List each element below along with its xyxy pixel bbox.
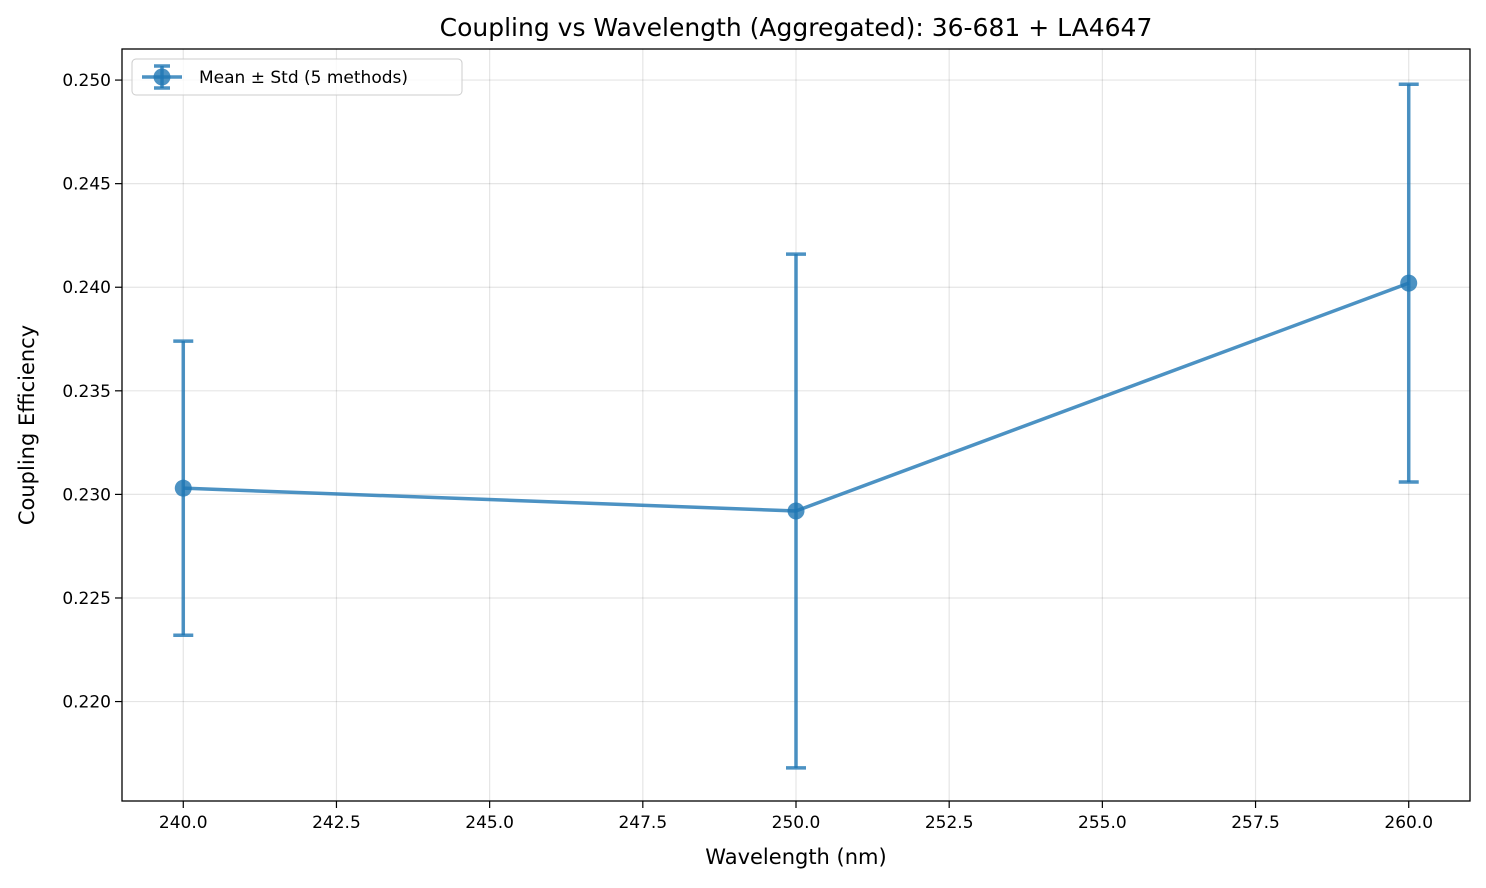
chart-title: Coupling vs Wavelength (Aggregated): 36-… [440,13,1153,42]
plot-frame [121,48,1471,802]
legend-box [131,58,463,96]
ticks-layer: 240.0 242.5 245.0 247.5 250.0 252.5 255.0 257.5… [62,71,1433,833]
y-tick-label: 0.220 [62,693,111,713]
y-tick-label: 0.250 [62,71,111,91]
x-tick-label: 260.0 [1384,813,1433,833]
legend-entry-label: Mean ± Std (5 methods) [199,68,408,88]
x-tick-label: 245.0 [465,813,514,833]
x-axis-label: Wavelength (nm) [705,845,886,869]
legend-marker [142,64,182,90]
x-tick-label: 247.5 [618,813,667,833]
x-tick-label: 255.0 [1078,813,1127,833]
y-tick-label: 0.235 [62,382,111,402]
legend-point [153,68,171,86]
series-layer [173,82,1419,770]
x-tick-label: 250.0 [772,813,821,833]
y-axis-label: Coupling Efficiency [15,325,39,525]
y-tick-label: 0.230 [62,485,111,505]
x-tick-label: 242.5 [312,813,361,833]
legend: Mean ± Std (5 methods) [131,58,463,96]
y-tick-label: 0.225 [62,589,111,609]
x-tick-label: 257.5 [1231,813,1280,833]
y-tick-label: 0.240 [62,278,111,298]
data-point [1400,274,1418,292]
data-point [174,479,192,497]
x-tick-label: 240.0 [159,813,208,833]
x-tick-label: 252.5 [925,813,974,833]
data-point [787,502,805,520]
y-tick-label: 0.245 [62,175,111,195]
